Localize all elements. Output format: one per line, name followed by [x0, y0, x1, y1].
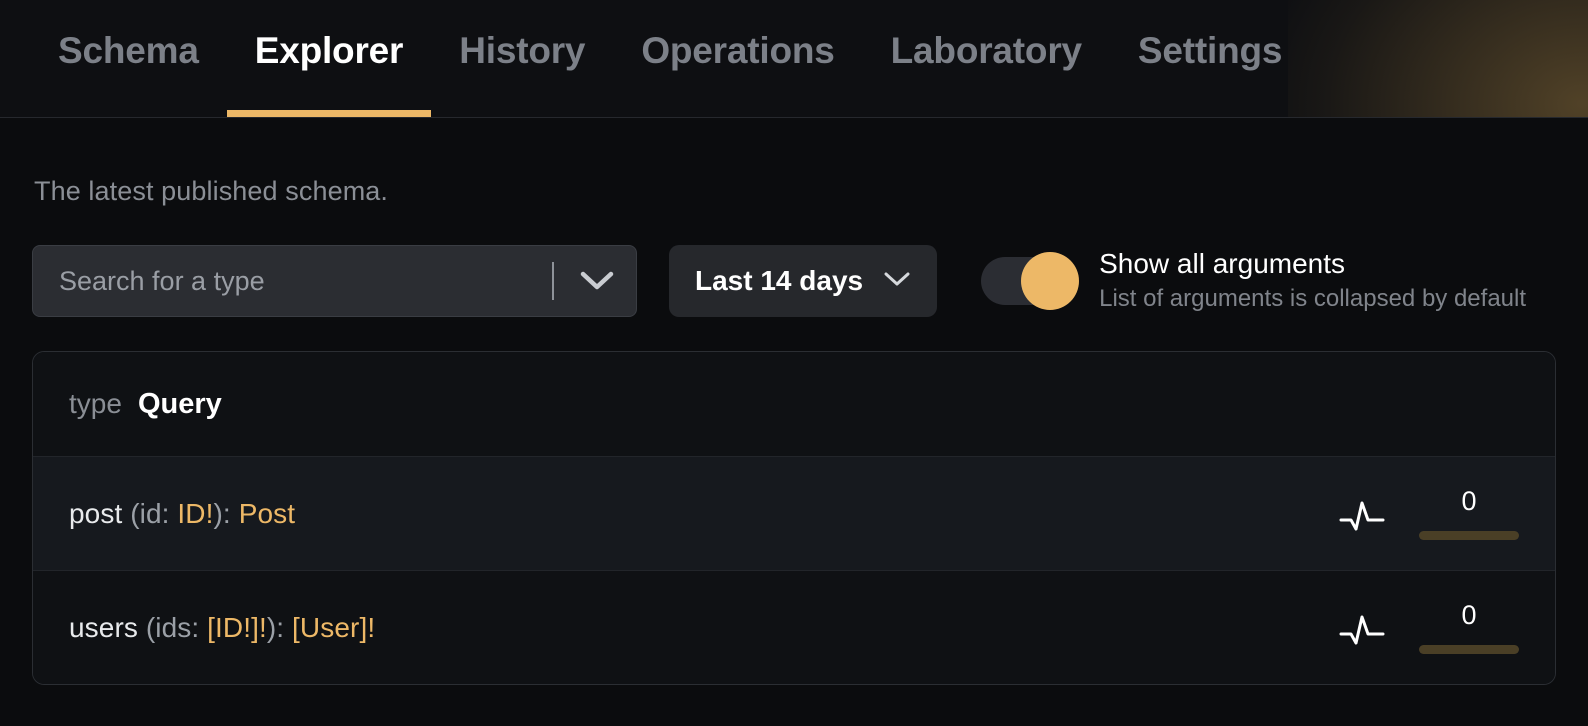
field-return-type: Post: [238, 497, 296, 529]
field-args-close: ): [266, 611, 277, 643]
toggle-description: List of arguments is collapsed by defaul…: [1099, 284, 1527, 312]
field-args-close: ): [213, 497, 223, 529]
usage-count-block: 0: [1419, 485, 1519, 540]
tab-label: Explorer: [254, 30, 404, 71]
field-colon: :: [222, 497, 239, 529]
usage-count: 0: [1461, 485, 1477, 516]
chevron-down-icon: [883, 270, 911, 293]
field-metrics: 0: [1339, 599, 1519, 654]
show-all-arguments-control: Show all arguments List of arguments is …: [981, 248, 1526, 313]
tab-label: Laboratory: [890, 30, 1082, 71]
schema-type-header: type Query: [33, 352, 1555, 456]
tab-label: Schema: [58, 30, 199, 71]
pulse-icon[interactable]: [1339, 496, 1385, 532]
toggle-text-block: Show all arguments List of arguments is …: [1099, 248, 1526, 313]
tab-label: Settings: [1137, 30, 1283, 71]
search-divider: [552, 262, 554, 300]
field-metrics: 0: [1339, 485, 1519, 540]
type-keyword: type: [69, 388, 122, 419]
field-args-open: (ids:: [137, 611, 208, 643]
search-input-placeholder[interactable]: Search for a type: [59, 265, 265, 296]
schema-type-card: type Query post (id: ID!): Post 0 use: [32, 351, 1556, 685]
tab-history[interactable]: History: [431, 0, 613, 117]
chevron-down-icon[interactable]: [576, 270, 618, 292]
field-name: users: [69, 611, 138, 643]
tab-schema[interactable]: Schema: [30, 0, 227, 117]
field-colon: :: [276, 611, 293, 643]
page-subtitle: The latest published schema.: [34, 176, 388, 206]
field-arg-type: ID!: [177, 497, 214, 529]
pulse-icon[interactable]: [1339, 610, 1385, 646]
tab-settings[interactable]: Settings: [1110, 0, 1310, 117]
date-range-value: Last 14 days: [695, 265, 864, 296]
toggle-knob: [1021, 252, 1080, 310]
type-search-combobox[interactable]: Search for a type: [32, 245, 637, 317]
schema-field-row-users[interactable]: users (ids: [ID!]!): [User]! 0: [33, 570, 1555, 684]
show-all-arguments-toggle[interactable]: [981, 252, 1080, 310]
main-content: The latest published schema. Search for …: [0, 118, 1588, 685]
usage-bar: [1419, 530, 1519, 540]
field-name: post: [69, 497, 123, 529]
tab-laboratory[interactable]: Laboratory: [863, 0, 1110, 117]
usage-count-block: 0: [1419, 599, 1519, 654]
date-range-picker[interactable]: Last 14 days: [669, 245, 938, 317]
usage-count: 0: [1461, 599, 1477, 630]
field-signature: users (ids: [ID!]!): [User]!: [69, 612, 375, 644]
field-args-open: (id:: [122, 497, 178, 529]
toggle-title: Show all arguments: [1099, 248, 1346, 280]
field-return-type: [User]!: [292, 611, 376, 643]
field-signature: post (id: ID!): Post: [69, 498, 295, 530]
schema-field-row-post[interactable]: post (id: ID!): Post 0: [33, 456, 1555, 570]
controls-row: Search for a type Last 14 days: [32, 245, 1556, 317]
usage-bar: [1419, 644, 1519, 654]
type-name: Query: [137, 387, 222, 420]
tab-label: Operations: [641, 30, 835, 71]
field-arg-type: [ID!]!: [207, 611, 267, 643]
tab-operations[interactable]: Operations: [613, 0, 862, 117]
tab-explorer[interactable]: Explorer: [226, 0, 432, 117]
top-navigation-bar: Schema Explorer History Operations Labor…: [0, 0, 1588, 118]
tab-list: Schema Explorer History Operations Labor…: [0, 0, 1588, 117]
tab-label: History: [459, 30, 586, 71]
